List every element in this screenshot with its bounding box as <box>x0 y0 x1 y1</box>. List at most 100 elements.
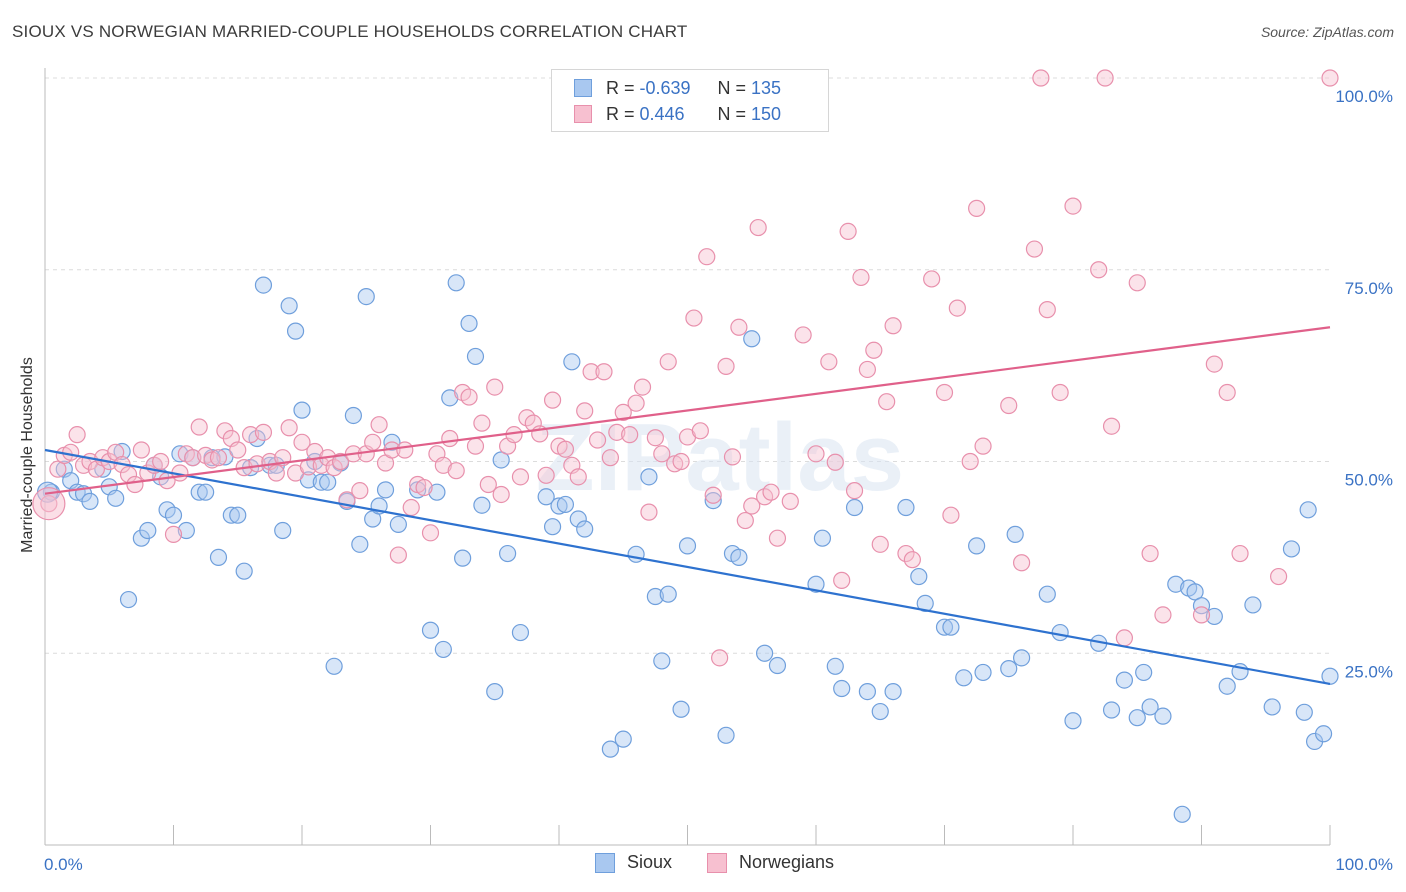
norwegian-point <box>659 353 677 371</box>
sioux-point <box>460 314 478 333</box>
sioux-point <box>286 322 305 340</box>
norwegian-point <box>1231 544 1249 563</box>
sioux-point <box>1314 725 1333 743</box>
sioux-point <box>1064 712 1082 730</box>
norwegian-point <box>492 485 510 504</box>
legend-item-sioux[interactable]: Sioux <box>595 852 672 873</box>
sioux-point <box>1000 659 1018 678</box>
chart-source: Source: ZipAtlas.com <box>1260 24 1394 40</box>
sioux-point <box>730 548 748 566</box>
legend-row-norwegians: R = 0.446 N = 150 <box>574 103 781 125</box>
sioux-point <box>569 510 587 528</box>
norwegian-point <box>974 437 992 455</box>
norwegian-point <box>1090 261 1108 279</box>
sioux-point <box>556 495 575 514</box>
norwegian-point <box>1102 417 1121 435</box>
sioux-point <box>910 567 928 586</box>
sioux-point <box>492 451 510 469</box>
sioux-point <box>826 657 844 675</box>
sioux-point <box>601 740 620 758</box>
sioux-point <box>968 537 986 555</box>
norwegian-point <box>434 456 452 474</box>
legend-r-value: 0.446 <box>639 103 685 124</box>
norwegian-point <box>1205 355 1223 373</box>
legend-item-norwegians[interactable]: Norwegians <box>707 852 834 873</box>
norwegian-point <box>723 448 742 466</box>
norwegian-point <box>768 529 787 547</box>
sioux-point <box>717 726 735 744</box>
legend-n-value: 150 <box>751 103 782 124</box>
norwegian-point <box>588 431 607 449</box>
norwegian-point <box>961 452 979 471</box>
norwegian-point <box>32 487 66 521</box>
sioux-point <box>1263 698 1281 716</box>
norwegian-point <box>293 433 311 451</box>
norwegian-point <box>1025 240 1044 258</box>
sioux-point <box>325 657 343 675</box>
norwegian-point <box>582 363 600 381</box>
sioux-point <box>293 401 311 419</box>
y-tick-label: 100.0% <box>1335 87 1393 106</box>
norwegian-point <box>794 326 812 344</box>
norwegian-point <box>968 199 986 217</box>
norwegian-point <box>152 452 170 471</box>
norwegian-point <box>1192 606 1211 624</box>
norwegian-point <box>164 525 183 543</box>
norwegian-point <box>242 426 260 444</box>
sioux-point <box>1167 575 1185 593</box>
sioux-point <box>1006 525 1024 543</box>
norwegian-point <box>1038 301 1056 319</box>
norwegian-point <box>569 468 587 486</box>
norwegian-point <box>685 309 703 327</box>
norwegian-point <box>595 363 613 381</box>
legend-n-value: 135 <box>751 77 782 98</box>
sioux-point <box>119 590 138 609</box>
axes <box>44 68 1331 846</box>
sioux-point <box>768 656 787 675</box>
norwegian-point <box>698 248 716 266</box>
sioux-point <box>280 297 298 315</box>
sioux-point <box>344 406 362 425</box>
norwegian-point <box>62 443 80 461</box>
sioux-point <box>81 492 99 510</box>
norwegian-point <box>473 414 491 432</box>
sioux-point <box>222 506 240 524</box>
norwegian-point <box>1032 69 1050 87</box>
sioux-point <box>576 520 594 538</box>
sioux-point <box>1141 698 1159 716</box>
legend-label-norwegians: Norwegians <box>739 852 835 872</box>
legend-n-label: N = <box>717 77 752 98</box>
norwegian-point <box>132 441 150 459</box>
y-tick-label: 75.0% <box>1345 279 1393 298</box>
sioux-point <box>543 518 562 536</box>
norwegian-point <box>49 460 67 478</box>
norwegian-point <box>280 419 298 437</box>
norwegian-point <box>833 571 851 589</box>
norwegian-point <box>903 551 921 569</box>
norwegian-point <box>640 503 658 521</box>
sioux-point <box>229 506 247 524</box>
norwegian-point <box>511 468 530 486</box>
norwegian-point <box>935 383 954 402</box>
norwegian-points <box>32 69 1339 667</box>
norwegian-point <box>923 270 941 288</box>
norwegian-point <box>415 478 433 497</box>
norwegian-point <box>627 394 645 412</box>
sioux-point <box>312 473 330 491</box>
norwegian-point <box>364 433 382 451</box>
norwegian-point <box>711 649 729 667</box>
sioux-point <box>1218 677 1236 695</box>
norwegian-point <box>1218 383 1236 402</box>
norwegian-point <box>537 466 555 484</box>
sioux-point <box>499 544 517 563</box>
norwegian-point <box>948 299 966 317</box>
norwegian-point <box>370 416 388 434</box>
sioux-trend-line <box>44 448 1331 686</box>
sioux-point <box>1295 703 1313 721</box>
sioux-point <box>942 618 960 636</box>
sioux-point <box>871 702 889 721</box>
norwegian-point <box>556 440 575 458</box>
sioux-point <box>1205 607 1223 626</box>
norwegian-point <box>1096 69 1114 87</box>
sioux-point <box>858 682 877 701</box>
